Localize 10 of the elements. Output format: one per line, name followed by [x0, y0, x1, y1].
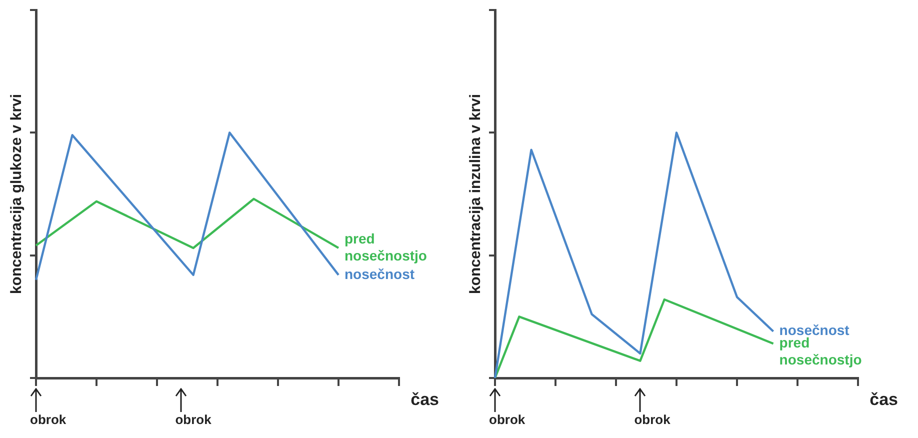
y-axis-title: koncentracija glukoze v krvi: [8, 94, 26, 294]
text: obrok: [175, 412, 212, 428]
text: obrok: [634, 412, 672, 428]
series-label: nosečnost: [344, 266, 415, 282]
text: obrok: [30, 412, 67, 428]
y-axis-title: koncentracija inzulina v krvi: [467, 94, 484, 294]
x-axis-title: čas: [410, 390, 439, 410]
x-axis-title: čas: [870, 390, 898, 410]
series-label: pred nosečnostjo: [344, 230, 427, 264]
text: obrok: [489, 412, 526, 428]
